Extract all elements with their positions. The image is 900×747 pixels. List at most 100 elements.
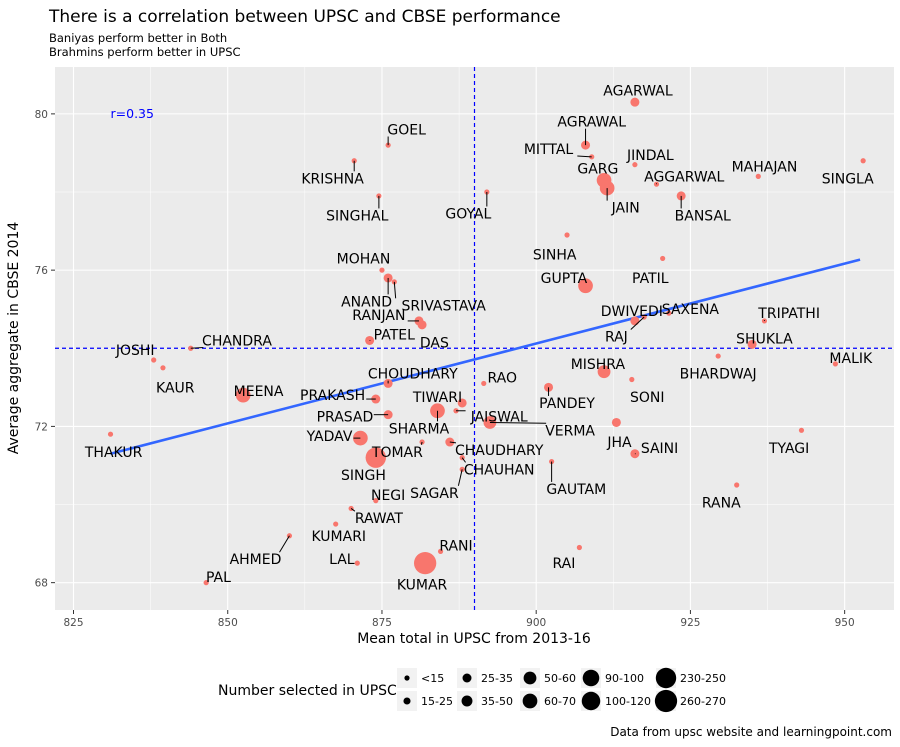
- point-label-mahajan: MAHAJAN: [732, 160, 798, 176]
- point-patil: [660, 256, 665, 261]
- point-label-malik: MALIK: [829, 351, 873, 367]
- point-label-gautam: GAUTAM: [546, 482, 606, 498]
- point-label-tiwari: TIWARI: [412, 390, 462, 406]
- chart-title: There is a correlation between UPSC and …: [48, 7, 561, 27]
- point-label-mittal: MITTAL: [524, 142, 574, 158]
- point-label-shukla: SHUKLA: [736, 332, 793, 348]
- point-label-pandey: PANDEY: [539, 396, 595, 412]
- point-label-dwivedi: DWIVEDI: [601, 304, 663, 320]
- point-lal: [355, 561, 360, 566]
- point-tyagi: [799, 428, 804, 433]
- x-tick-label: 925: [680, 617, 700, 629]
- legend-key-230-250: [656, 668, 676, 688]
- x-tick-label: 875: [372, 617, 392, 629]
- point-label-soni: SONI: [630, 390, 665, 406]
- legend-label: 25-35: [481, 672, 513, 685]
- point-label-bhardwaj: BHARDWAJ: [680, 367, 757, 383]
- point-thakur: [108, 432, 113, 437]
- legend-key-90-100: [583, 670, 600, 687]
- point-label-kaur: KAUR: [156, 380, 195, 396]
- point-label-agrawal: AGRAWAL: [557, 115, 626, 131]
- point-label-singla: SINGLA: [822, 171, 874, 187]
- point-label-mohan: MOHAN: [337, 251, 391, 267]
- point-label-goel: GOEL: [387, 123, 426, 139]
- legend-key-50-60: [524, 672, 537, 685]
- point-label-singhal: SINGHAL: [326, 208, 388, 224]
- legend-label: 260-270: [680, 695, 726, 708]
- point-label-das: DAS: [420, 335, 449, 351]
- legend-key-260-270: [655, 690, 677, 712]
- chart-subtitle-line-1: Baniyas perform better in Both: [49, 31, 227, 45]
- point-label-jha: JHA: [606, 435, 632, 451]
- point-label-yadav: YADAV: [306, 429, 353, 445]
- point-label-raj: RAJ: [605, 330, 628, 346]
- point-label-thakur: THAKUR: [84, 445, 143, 461]
- point-label-rani: RANI: [439, 539, 472, 555]
- point-label-prakash: PRAKASH: [300, 388, 365, 404]
- point-singla: [861, 158, 866, 163]
- point-jha: [612, 418, 621, 427]
- point-label-patel: PATEL: [374, 328, 415, 344]
- point-label-rai: RAI: [553, 556, 576, 572]
- point-label-sharma: SHARMA: [389, 421, 450, 437]
- y-tick-label: 80: [35, 109, 48, 121]
- point-label-chandra: CHANDRA: [202, 333, 272, 349]
- point-label-sinha: SINHA: [533, 248, 577, 264]
- legend-key-25-35: [463, 674, 472, 683]
- point-bhardwaj: [716, 353, 721, 358]
- point-label-kumar: KUMAR: [397, 578, 448, 594]
- legend-key-60-70: [523, 694, 538, 709]
- legend-label: 15-25: [421, 695, 453, 708]
- point-label-tripathi: TRIPATHI: [757, 306, 820, 322]
- x-tick-label: 825: [63, 617, 83, 629]
- point-label-verma: VERMA: [545, 423, 595, 439]
- point-kaur: [160, 365, 165, 370]
- point-label-agarwal: AGARWAL: [603, 83, 673, 99]
- point-label-goyal: GOYAL: [445, 206, 491, 222]
- point-label-meena: MEENA: [234, 384, 284, 400]
- point-label-tomar: TOMAR: [371, 445, 423, 461]
- point-rai: [577, 545, 582, 550]
- legend-label: 90-100: [605, 672, 644, 685]
- point-label-chaudhary: CHAUDHARY: [455, 443, 544, 459]
- legend-label: 60-70: [544, 695, 576, 708]
- legend-label: 35-50: [481, 695, 513, 708]
- y-tick-label: 68: [35, 578, 48, 590]
- point-rana: [734, 482, 739, 487]
- y-tick-label: 76: [35, 265, 49, 277]
- legend-key-100-120: [582, 692, 601, 711]
- point-label-jain: JAIN: [611, 201, 640, 217]
- point-label-aggarwal: AGGARWAL: [644, 169, 724, 185]
- point-label-tyagi: TYAGI: [768, 441, 809, 457]
- point-label-chauhan: CHAUHAN: [464, 462, 535, 478]
- point-label-krishna: KRISHNA: [301, 171, 364, 187]
- point-kumar: [414, 552, 436, 574]
- point-label-ranjan: RANJAN: [352, 308, 405, 324]
- point-soni: [629, 377, 634, 382]
- point-label-choudhary: CHOUDHARY: [368, 367, 458, 383]
- point-label-bansal: BANSAL: [675, 208, 731, 224]
- point-label-gupta: GUPTA: [541, 271, 588, 287]
- point-das: [418, 320, 427, 329]
- point-label-srivastava: SRIVASTAVA: [402, 298, 487, 314]
- point-label-singh: SINGH: [341, 468, 386, 484]
- point-label-ahmed: AHMED: [230, 552, 282, 568]
- legend-key-35-50: [462, 696, 473, 707]
- chart-subtitle-line-2: Brahmins perform better in UPSC: [49, 45, 241, 59]
- point-label-lal: LAL: [329, 552, 355, 568]
- legend-label: 50-60: [544, 672, 576, 685]
- point-label-prasad: PRASAD: [317, 410, 374, 426]
- point-label-rao: RAO: [488, 371, 518, 387]
- point-label-rana: RANA: [702, 496, 741, 512]
- legend-label: 230-250: [680, 672, 726, 685]
- x-tick-label: 850: [218, 617, 238, 629]
- point-sinha: [564, 232, 569, 237]
- point-label-saini: SAINI: [641, 441, 678, 457]
- point-label-jindal: JINDAL: [626, 148, 674, 164]
- size-legend: <1515-2525-3535-5050-6060-7090-100100-12…: [397, 668, 726, 712]
- point-label-pal: PAL: [206, 570, 231, 586]
- x-tick-label: 900: [526, 617, 546, 629]
- x-tick-label: 950: [835, 617, 855, 629]
- point-label-rawat: RAWAT: [355, 511, 404, 527]
